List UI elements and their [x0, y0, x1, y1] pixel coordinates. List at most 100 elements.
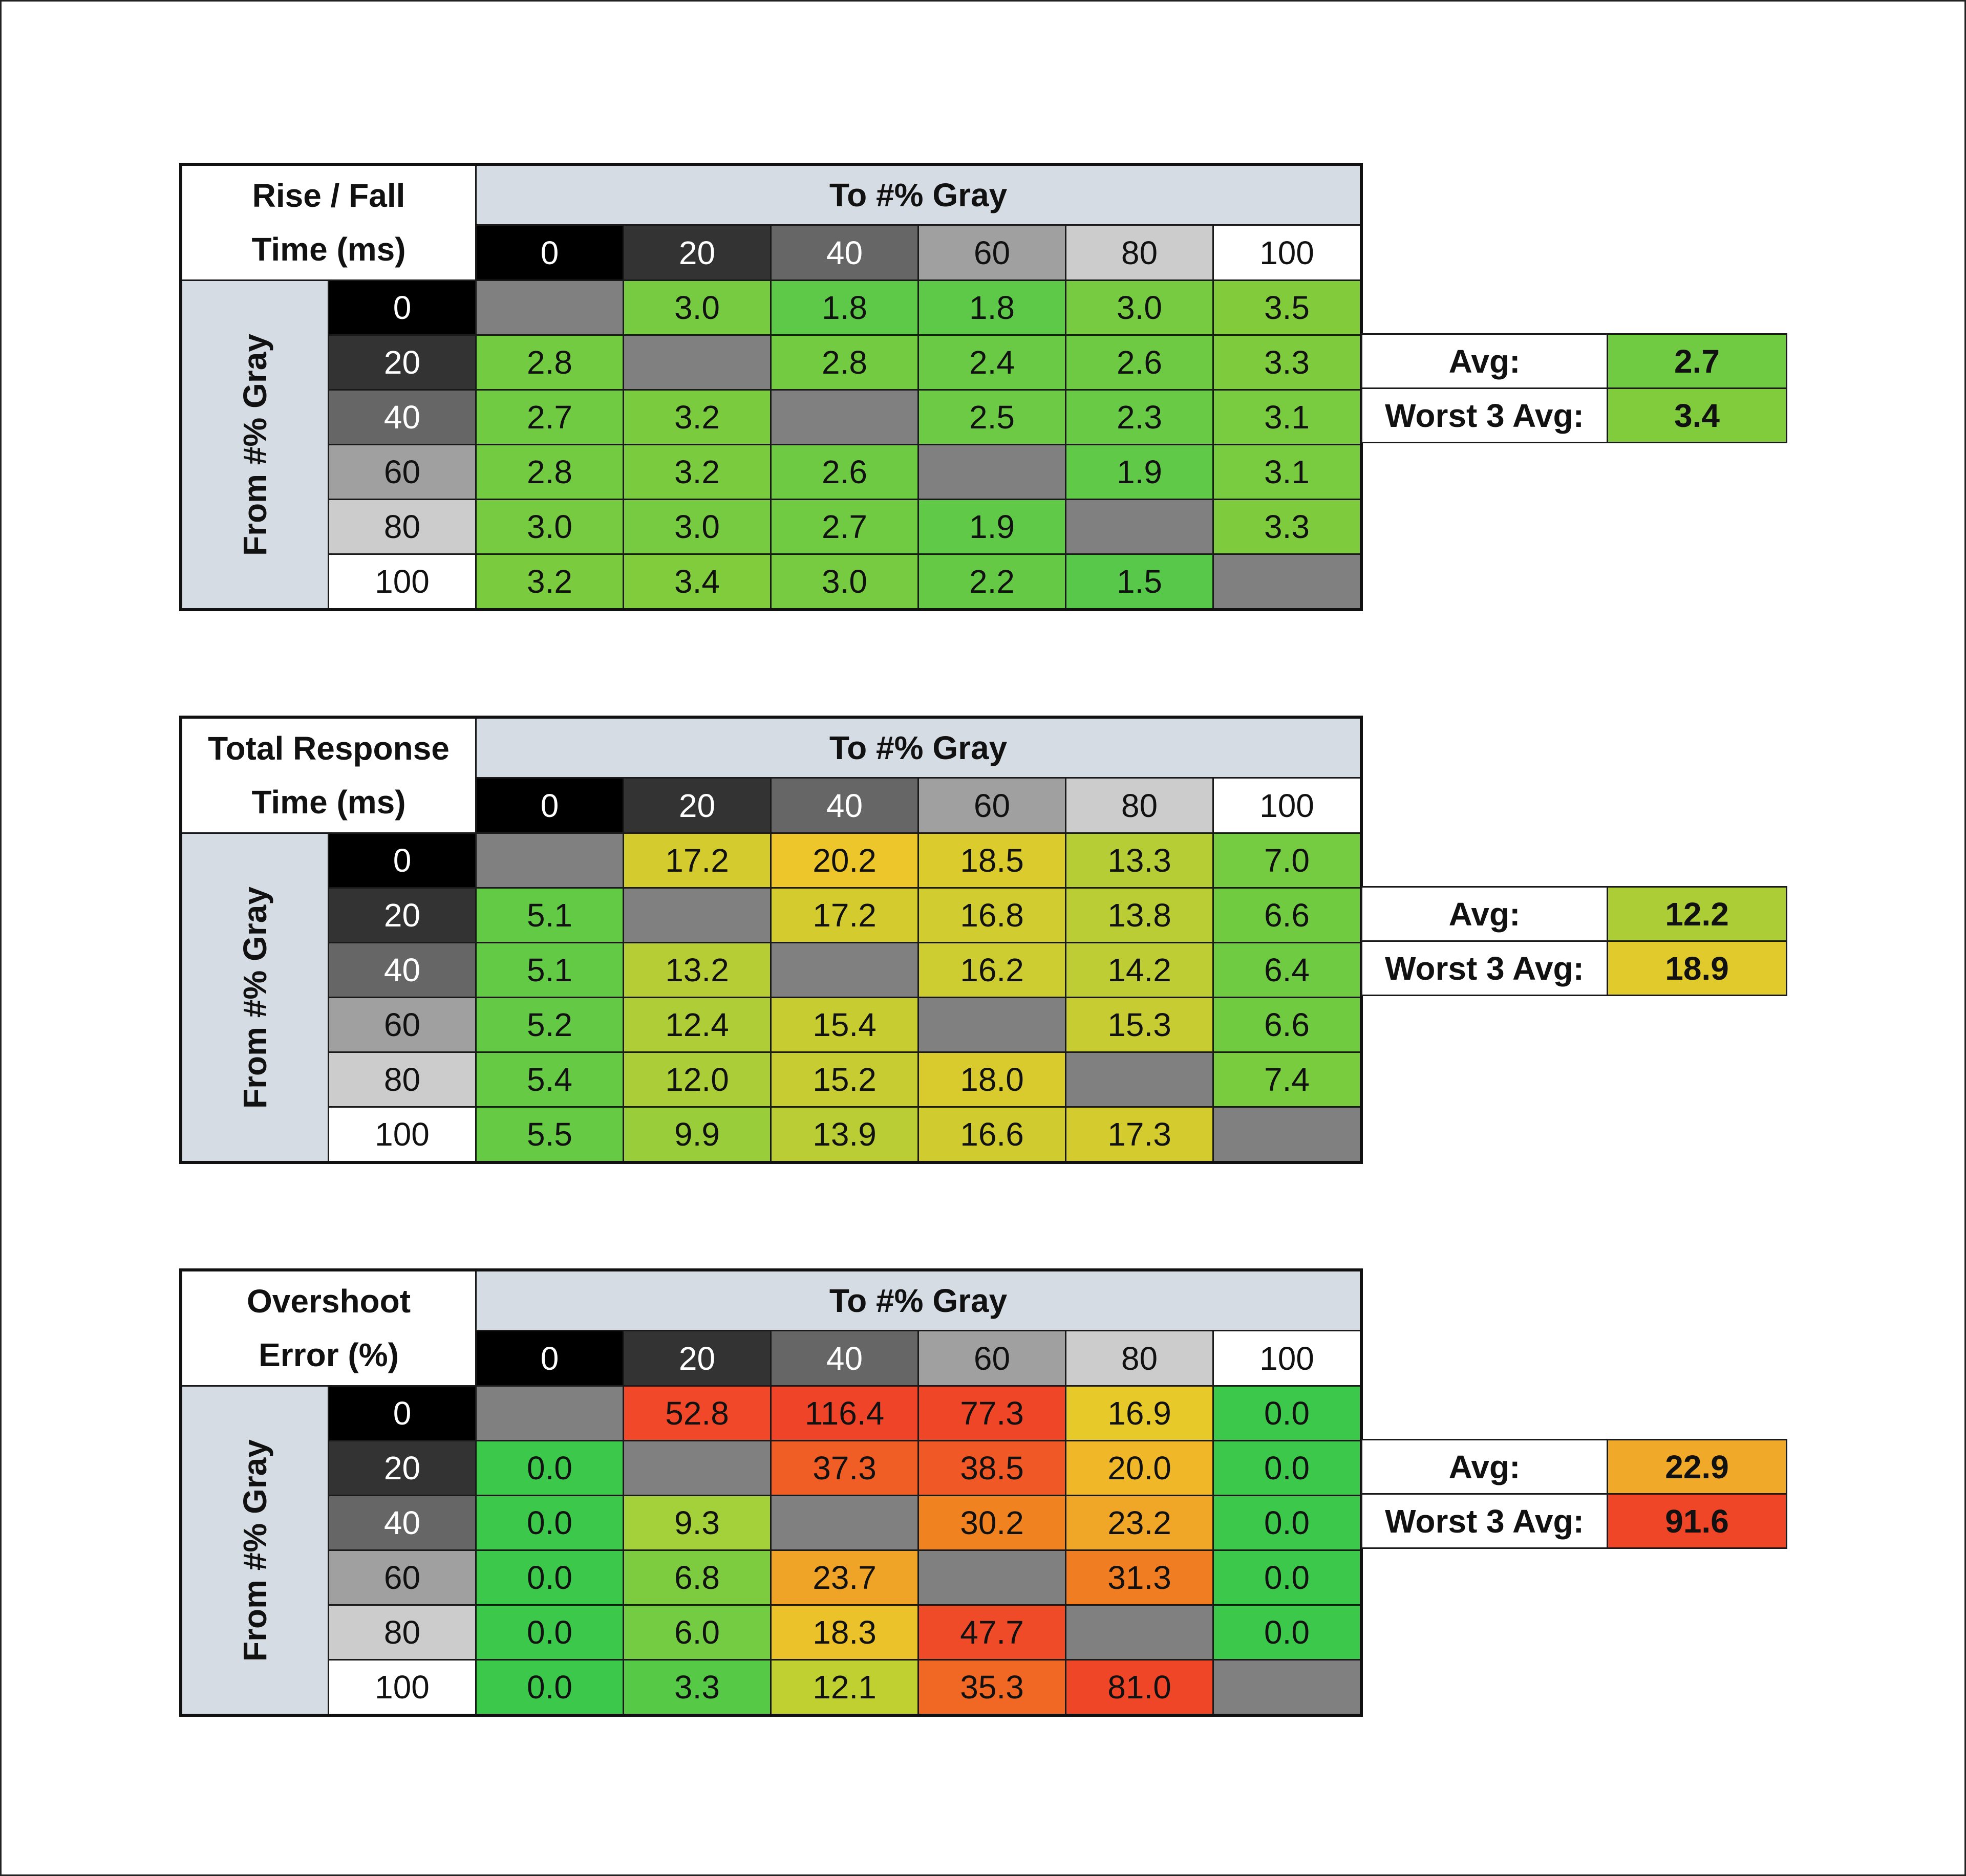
heatmap-cell: 2.8	[477, 445, 623, 499]
heatmap-cell: 0.0	[1214, 1606, 1360, 1659]
row-header: 0	[329, 281, 475, 334]
overshoot-error-summary: Avg: 22.9 Worst 3 Avg: 91.6	[1361, 1439, 1787, 1549]
col-header: 40	[772, 779, 917, 832]
row-header: 100	[329, 555, 475, 608]
heatmap-cell: 35.3	[919, 1661, 1065, 1714]
heatmap-cell: 5.1	[477, 943, 623, 997]
heatmap-cell: 0.0	[477, 1606, 623, 1659]
heatmap-cell: 81.0	[1066, 1661, 1212, 1714]
heatmap-cell: 15.4	[772, 998, 917, 1051]
col-header: 80	[1066, 779, 1212, 832]
heatmap-cell: 1.5	[1066, 555, 1212, 608]
heatmap-cell: 3.2	[624, 391, 770, 444]
title-line: Time (ms)	[251, 231, 406, 268]
heatmap-cell: 2.6	[772, 445, 917, 499]
col-header: 60	[919, 1331, 1065, 1385]
empty-cell	[919, 998, 1065, 1051]
avg-label: Avg:	[1362, 335, 1607, 387]
heatmap-cell: 6.6	[1214, 998, 1360, 1051]
heatmap-cell: 0.0	[1214, 1496, 1360, 1549]
empty-cell	[919, 445, 1065, 499]
empty-cell	[477, 834, 623, 887]
empty-cell	[1214, 1108, 1360, 1161]
row-header: 80	[329, 500, 475, 553]
rise-fall-time-title: Rise / Fall Time (ms)	[182, 166, 475, 279]
row-header: 20	[329, 889, 475, 942]
heatmap-cell: 18.3	[772, 1606, 917, 1659]
total-response-time-title: Total Response Time (ms)	[182, 719, 475, 832]
heatmap-cell: 0.0	[1214, 1441, 1360, 1495]
row-header: 60	[329, 445, 475, 499]
title-line: Time (ms)	[251, 784, 406, 821]
avg-value: 2.7	[1608, 335, 1786, 387]
avg-label: Avg:	[1362, 1440, 1607, 1493]
title-line: Error (%)	[259, 1336, 399, 1373]
heatmap-cell: 18.5	[919, 834, 1065, 887]
heatmap-cell: 6.0	[624, 1606, 770, 1659]
heatmap-cell: 23.7	[772, 1551, 917, 1604]
from-gray-axis-label: From #% Gray	[182, 834, 328, 1161]
col-header: 40	[772, 1331, 917, 1385]
heatmap-cell: 5.2	[477, 998, 623, 1051]
heatmap-cell: 2.8	[477, 336, 623, 389]
empty-cell	[772, 391, 917, 444]
heatmap-cell: 3.2	[477, 555, 623, 608]
heatmap-cell: 6.6	[1214, 889, 1360, 942]
heatmap-cell: 0.0	[477, 1441, 623, 1495]
heatmap-cell: 1.8	[919, 281, 1065, 334]
heatmap-cell: 12.0	[624, 1053, 770, 1106]
col-header: 20	[624, 226, 770, 279]
heatmap-cell: 3.4	[624, 555, 770, 608]
heatmap-cell: 52.8	[624, 1387, 770, 1440]
to-gray-axis-label: To #% Gray	[477, 719, 1360, 777]
heatmap-cell: 2.8	[772, 336, 917, 389]
rise-fall-time-table: Rise / Fall Time (ms) To #% Gray 0 20 40 60 80 1…	[179, 163, 1363, 611]
heatmap-cell: 18.0	[919, 1053, 1065, 1106]
worst-3-avg-value: 3.4	[1608, 389, 1786, 442]
row-header: 100	[329, 1108, 475, 1161]
total-response-time-summary: Avg: 12.2 Worst 3 Avg: 18.9	[1361, 886, 1787, 996]
heatmap-cell: 2.3	[1066, 391, 1212, 444]
heatmap-cell: 13.3	[1066, 834, 1212, 887]
heatmap-cell: 2.2	[919, 555, 1065, 608]
heatmap-cell: 0.0	[1214, 1551, 1360, 1604]
heatmap-cell: 38.5	[919, 1441, 1065, 1495]
empty-cell	[624, 1441, 770, 1495]
col-header: 0	[477, 1331, 623, 1385]
to-gray-axis-label: To #% Gray	[477, 166, 1360, 224]
heatmap-cell: 14.2	[1066, 943, 1212, 997]
heatmap-cell: 30.2	[919, 1496, 1065, 1549]
title-line: Rise / Fall	[252, 177, 405, 214]
avg-value: 12.2	[1608, 888, 1786, 940]
heatmap-cell: 2.7	[477, 391, 623, 444]
row-header: 60	[329, 1551, 475, 1604]
heatmap-cell: 3.3	[624, 1661, 770, 1714]
heatmap-cell: 17.3	[1066, 1108, 1212, 1161]
title-line: Total Response	[208, 730, 450, 767]
heatmap-cell: 0.0	[477, 1496, 623, 1549]
heatmap-cell: 3.3	[1214, 336, 1360, 389]
row-header: 40	[329, 391, 475, 444]
heatmap-cell: 3.1	[1214, 445, 1360, 499]
heatmap-cell: 77.3	[919, 1387, 1065, 1440]
heatmap-cell: 1.9	[919, 500, 1065, 553]
heatmap-cell: 12.1	[772, 1661, 917, 1714]
row-header: 100	[329, 1661, 475, 1714]
heatmap-cell: 1.9	[1066, 445, 1212, 499]
heatmap-cell: 7.0	[1214, 834, 1360, 887]
col-header: 100	[1214, 1331, 1360, 1385]
title-line: Overshoot	[246, 1283, 411, 1320]
heatmap-cell: 15.2	[772, 1053, 917, 1106]
worst-3-avg-label: Worst 3 Avg:	[1362, 1495, 1607, 1547]
avg-value: 22.9	[1608, 1440, 1786, 1493]
heatmap-cell: 0.0	[1214, 1387, 1360, 1440]
col-header: 80	[1066, 226, 1212, 279]
row-header: 80	[329, 1606, 475, 1659]
empty-cell	[919, 1551, 1065, 1604]
heatmap-cell: 9.9	[624, 1108, 770, 1161]
col-header: 20	[624, 779, 770, 832]
from-gray-label-text: From #% Gray	[237, 886, 273, 1109]
worst-3-avg-label: Worst 3 Avg:	[1362, 389, 1607, 442]
empty-cell	[1214, 1661, 1360, 1714]
heatmap-cell: 2.5	[919, 391, 1065, 444]
